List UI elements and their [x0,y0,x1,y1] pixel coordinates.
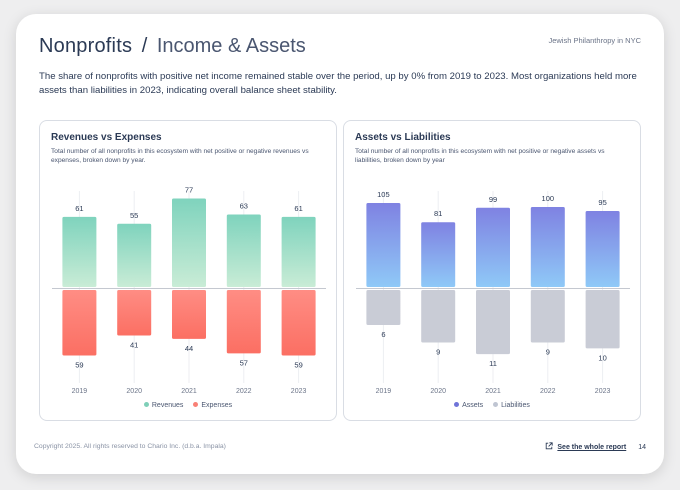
bar-assets [476,207,510,287]
data-label: 95 [598,198,606,207]
legend-dot-assets [454,402,460,407]
title-main: Nonprofits [39,35,133,57]
legend-label: Expenses [201,402,233,409]
bar-revenues [117,223,152,287]
legend-label: Assets [462,402,484,409]
external-link-icon [546,442,554,450]
legend-item-expenses[interactable]: Expenses [193,402,232,409]
footer-nav: See the whole report 14 [545,442,646,451]
title-sub: Income & Assets [156,35,306,57]
bar-revenues [172,198,206,287]
bar-expenses [117,290,152,336]
tick-label: 2020 [430,388,446,395]
card-subtitle: Total number of all nonprofits in this e… [355,148,605,164]
data-label: 6 [381,330,385,339]
data-label: 61 [75,204,83,213]
tick-label: 2019 [72,388,88,395]
assets-liabilities-card: Assets vs Liabilities Total number of al… [343,120,641,421]
revenues-expenses-chart: 61 59 2019 55 41 2020 77 44 2021 63 57 2022 61 59 2023 [52,185,326,395]
card-title: Revenues vs Expenses [51,132,162,143]
revenues-expenses-card: Revenues vs Expenses Total number of all… [39,120,337,421]
bar-expenses [281,290,316,356]
legend-label: Revenues [151,402,184,409]
tick-label: 2021 [181,388,197,395]
legend-dot-expenses [193,402,199,407]
bar-assets [421,222,456,287]
data-label: 105 [377,190,390,199]
bar-liabilities [421,290,456,343]
data-label: 100 [542,194,555,203]
data-label: 59 [75,361,83,370]
bar-expenses [62,290,97,356]
tick-label: 2023 [595,388,611,395]
see-report-link[interactable]: See the whole report [557,444,627,451]
data-label: 55 [130,211,138,220]
data-label: 61 [294,204,302,213]
bar-liabilities [530,290,565,343]
chart-legend: Revenues Expenses [40,402,336,409]
tick-label: 2021 [485,388,501,395]
data-label: 59 [294,361,302,370]
data-label: 11 [489,359,497,368]
bar-liabilities [585,290,620,349]
legend-dot-liabilities [493,402,499,407]
report-tag: Jewish Philanthropy in NYC [548,36,641,45]
legend-item-revenues[interactable]: Revenues [143,402,184,409]
data-label: 63 [240,202,248,211]
card-title: Assets vs Liabilities [355,132,451,143]
data-label: 10 [598,353,606,362]
copyright-text: Copyright 2025. All rights reserved to C… [34,443,226,450]
report-page: Nonprofits / Income & Assets Jewish Phil… [16,14,664,474]
tick-label: 2022 [540,388,556,395]
bar-revenues [226,214,261,287]
bar-liabilities [366,290,401,325]
assets-liabilities-chart: 105 6 2019 81 9 2020 99 11 2021 100 9 2022 95 10 2023 [356,190,630,395]
tick-label: 2022 [236,388,252,395]
intro-text: The share of nonprofits with positive ne… [39,71,637,96]
bar-expenses [172,290,206,339]
tick-label: 2023 [291,388,307,395]
legend-item-assets[interactable]: Assets [454,402,483,409]
tick-label: 2019 [376,388,392,395]
data-label: 9 [546,348,550,357]
bar-assets [530,207,565,287]
page-number: 14 [638,444,646,451]
bar-assets [585,211,620,287]
bar-liabilities [476,290,510,355]
bar-assets [366,203,401,287]
card-subtitle: Total number of all nonprofits in this e… [51,148,309,164]
tick-label: 2020 [126,388,142,395]
data-label: 99 [489,195,497,204]
legend-label: Liabilities [501,402,530,409]
title-separator: / [141,35,148,57]
page-title: Nonprofits / Income & Assets [39,35,306,58]
legend-item-liabilities[interactable]: Liabilities [493,402,530,409]
bar-revenues [62,216,97,287]
bar-expenses [226,290,261,354]
data-label: 44 [185,344,193,353]
data-label: 41 [130,341,138,350]
legend-dot-revenues [143,402,149,407]
data-label: 81 [434,209,442,218]
chart-legend: Assets Liabilities [344,402,640,409]
data-label: 9 [436,348,440,357]
bar-revenues [281,216,316,287]
data-label: 57 [240,358,248,367]
data-label: 77 [185,185,193,194]
